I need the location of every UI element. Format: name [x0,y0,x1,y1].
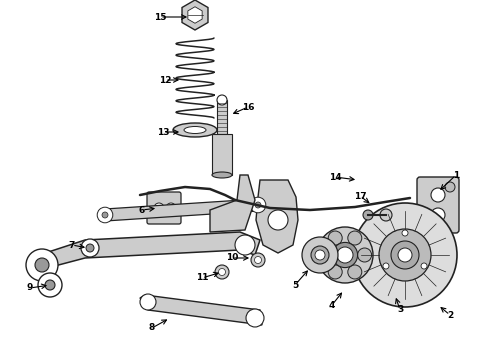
Circle shape [380,209,392,221]
Circle shape [140,294,156,310]
Circle shape [379,229,431,281]
Circle shape [318,248,332,262]
Text: 15: 15 [154,13,166,22]
Text: 9: 9 [27,284,33,292]
Circle shape [166,203,176,213]
Text: 17: 17 [354,192,367,201]
Polygon shape [140,295,262,325]
Circle shape [254,256,262,264]
Text: 4: 4 [329,301,335,310]
Polygon shape [30,232,260,272]
Circle shape [431,208,445,222]
Text: 7: 7 [69,240,75,249]
FancyBboxPatch shape [417,177,459,233]
Polygon shape [188,7,202,23]
Circle shape [328,265,342,279]
Circle shape [255,202,261,208]
Circle shape [38,273,62,297]
Circle shape [337,247,353,263]
Circle shape [421,263,427,269]
Circle shape [332,242,358,267]
Circle shape [251,253,265,267]
Text: 5: 5 [292,280,298,289]
Circle shape [358,248,371,262]
Polygon shape [217,100,227,134]
Circle shape [363,210,373,220]
Circle shape [348,231,362,245]
Circle shape [268,210,288,230]
Ellipse shape [212,172,232,178]
Circle shape [102,212,108,218]
Circle shape [219,269,225,275]
Circle shape [250,197,266,213]
Text: 12: 12 [159,76,171,85]
Circle shape [317,227,373,283]
Circle shape [353,203,457,307]
Circle shape [86,244,94,252]
Polygon shape [256,180,298,253]
Circle shape [246,309,264,327]
Circle shape [302,237,338,273]
Circle shape [431,188,445,202]
Text: 3: 3 [397,306,403,315]
Circle shape [235,235,255,255]
Polygon shape [212,134,232,175]
Polygon shape [104,199,258,221]
Circle shape [398,248,412,262]
Text: 11: 11 [196,274,208,283]
Circle shape [328,231,342,245]
FancyBboxPatch shape [147,192,181,224]
Ellipse shape [184,126,206,134]
Text: 8: 8 [149,324,155,333]
Circle shape [348,265,362,279]
Ellipse shape [173,123,217,137]
Circle shape [215,265,229,279]
Circle shape [97,207,113,223]
Circle shape [26,249,58,281]
Circle shape [391,241,419,269]
Polygon shape [210,175,255,232]
Circle shape [154,203,164,213]
Circle shape [445,182,455,192]
Polygon shape [182,0,208,30]
Circle shape [311,246,329,264]
Circle shape [81,239,99,257]
Circle shape [402,230,408,236]
Circle shape [217,95,227,105]
Text: 2: 2 [447,310,453,320]
Circle shape [315,250,325,260]
Text: 14: 14 [329,172,342,181]
Text: 16: 16 [242,103,254,112]
Text: 13: 13 [157,127,169,136]
Circle shape [35,258,49,272]
Text: 1: 1 [453,171,459,180]
Text: 6: 6 [139,206,145,215]
Circle shape [45,280,55,290]
Text: 10: 10 [226,253,238,262]
Circle shape [383,263,389,269]
